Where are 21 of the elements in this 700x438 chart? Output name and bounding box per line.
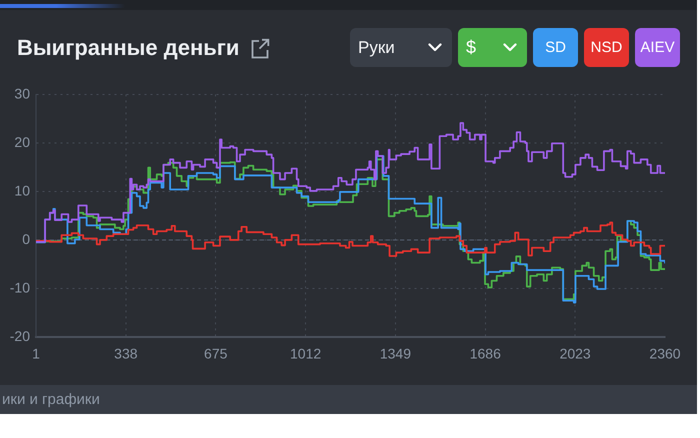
x-tick-label: 338	[114, 345, 138, 362]
x-tick-label: 2360	[649, 345, 681, 362]
text: AIEV	[640, 39, 675, 56]
x-tick-label: 1	[32, 345, 40, 362]
text: SD	[545, 39, 566, 56]
x-tick-label: 1012	[290, 345, 322, 362]
x-tick-label: 1349	[380, 345, 412, 362]
y-tick-label: -10	[10, 279, 30, 296]
y-tick-label: 30	[14, 85, 30, 102]
y-tick-label: -20	[10, 328, 30, 344]
x-tick-label: 1686	[470, 345, 502, 362]
x-tick-label: 675	[204, 345, 228, 362]
text: $	[466, 37, 476, 58]
y-tick-label: 20	[14, 134, 30, 150]
text: NSD	[590, 39, 622, 56]
y-tick-label: 0	[22, 230, 30, 247]
text: ики и графики	[2, 390, 100, 408]
chart-title: Выигранные деньги	[17, 35, 240, 61]
y-tick-label: 10	[14, 182, 30, 198]
text: Руки	[358, 38, 395, 58]
x-tick-label: 2023	[560, 345, 591, 362]
